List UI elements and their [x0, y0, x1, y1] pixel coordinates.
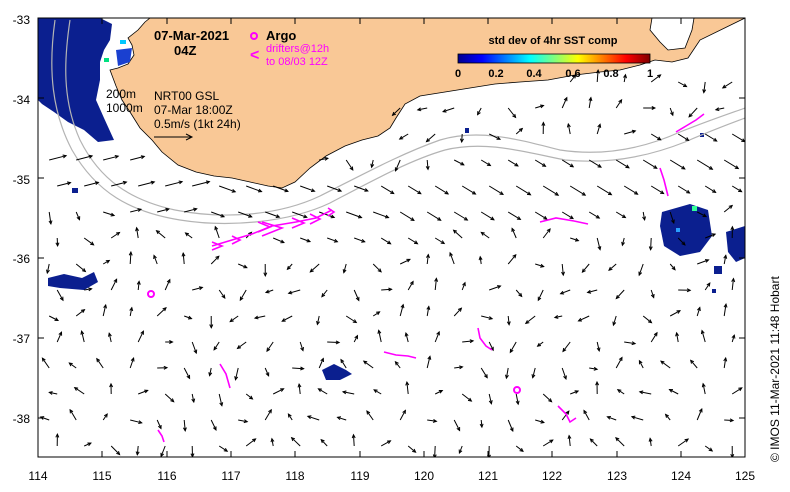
- colorbar: [457, 53, 651, 64]
- drifters-end-label: to 08/03 12Z: [266, 56, 328, 68]
- x-tick-label: 125: [735, 469, 755, 483]
- map-date: 07-Mar-2021: [154, 28, 229, 43]
- colorbar-title: std dev of 4hr SST comp: [489, 35, 618, 47]
- x-tick-label: 115: [92, 469, 111, 483]
- x-tick-label: 118: [285, 469, 304, 483]
- x-tick-label: 121: [478, 469, 498, 483]
- y-tick-label: -34: [13, 93, 31, 107]
- colorbar-tick: 0.2: [488, 68, 503, 80]
- map-time: 04Z: [174, 43, 196, 58]
- y-tick-label: -37: [13, 332, 31, 346]
- depth-200-label: 200m: [106, 87, 136, 101]
- x-axis-labels: 114 115 116 117 118 119 120 121 122 123 …: [28, 469, 755, 483]
- scale-arrow: [154, 133, 194, 141]
- colorbar-tick: 1: [647, 68, 653, 80]
- plot-frame: [37, 17, 746, 458]
- y-tick-label: -33: [13, 13, 31, 27]
- colorbar-ticks: 0 0.2 0.4 0.6 0.8 1: [455, 68, 653, 80]
- bathymetry-contours: [51, 19, 745, 225]
- x-tick-label: 114: [28, 469, 47, 483]
- x-tick-label: 119: [350, 469, 369, 483]
- argo-legend-icon: [250, 32, 258, 40]
- y-axis-labels: -33 -34 -35 -36 -37 -38: [13, 13, 31, 426]
- drifters-label: drifters@12h: [266, 43, 329, 55]
- scale-label: 0.5m/s (1kt 24h): [154, 117, 241, 131]
- product-time: 07-Mar 18:00Z: [154, 103, 233, 117]
- argo-floats: [147, 290, 521, 394]
- x-tick-label: 120: [414, 469, 434, 483]
- y-tick-label: -38: [13, 412, 31, 426]
- depth-1000-label: 1000m: [106, 101, 143, 115]
- y-tick-label: -35: [13, 173, 31, 187]
- drifter-tracks: [157, 113, 705, 443]
- x-tick-label: 122: [542, 469, 562, 483]
- colorbar-tick: 0.8: [603, 68, 618, 80]
- colorbar-tick: 0: [455, 68, 461, 80]
- x-tick-label: 117: [221, 469, 240, 483]
- x-tick-label: 123: [607, 469, 627, 483]
- x-tick-label: 124: [671, 469, 691, 483]
- x-tick-label: 116: [157, 469, 176, 483]
- colorbar-tick: 0.4: [526, 68, 542, 80]
- axis-ticks: [37, 17, 746, 457]
- product-name: NRT00 GSL: [154, 89, 219, 103]
- drifter-legend-icon: <: [250, 47, 259, 64]
- colorbar-tick: 0.6: [565, 68, 580, 80]
- argo-legend-label: Argo: [266, 28, 296, 43]
- current-vectors: [39, 68, 745, 457]
- sst-highlight-spots: [104, 40, 697, 232]
- y-tick-label: -36: [13, 252, 31, 266]
- credit-label: © IMOS 11-Mar-2021 11:48 Hobart: [768, 276, 782, 462]
